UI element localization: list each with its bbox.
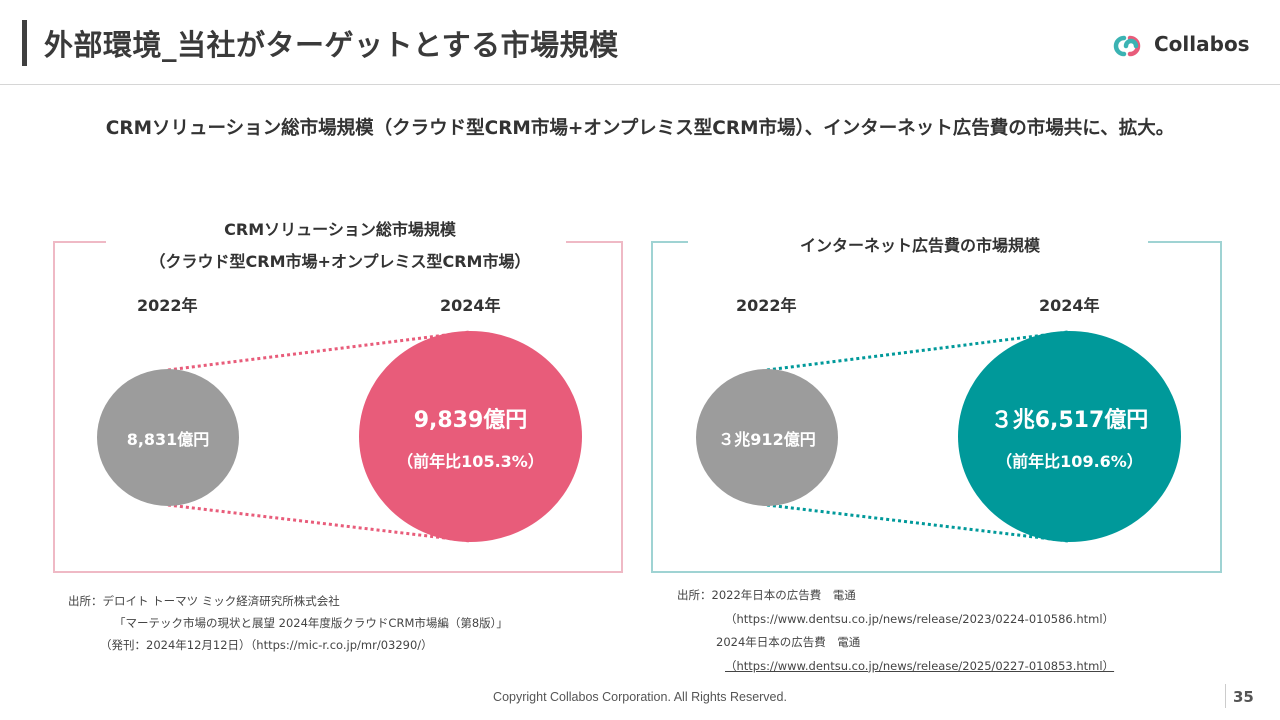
header-divider	[0, 84, 1280, 85]
crm-2022-value: 8,831億円	[126, 429, 210, 449]
crm-connector-lines	[167, 330, 471, 543]
crm-source-line3: （発刊：2024年12月12日）（https://mic-r.co.jp/mr/…	[100, 638, 433, 652]
crm-market-panel: CRMソリューション総市場規模 （クラウド型CRM市場+オンプレミス型CRM市場…	[53, 216, 623, 656]
ad-heading: インターネット広告費の市場規模	[700, 232, 1140, 256]
ad-2022-value: ３兆912億円	[718, 429, 816, 449]
page-number-divider	[1225, 684, 1226, 708]
crm-year-2024: 2024年	[440, 296, 501, 315]
ad-2022-circle: ３兆912億円	[696, 369, 838, 506]
crm-panel-frame	[53, 241, 623, 573]
ad-year-2022: 2022年	[736, 296, 797, 315]
crm-source-line1: 出所：デロイト トーマツ ミック経済研究所株式会社	[68, 594, 340, 608]
crm-heading-line1: CRMソリューション総市場規模	[130, 216, 550, 240]
crm-year-2022: 2022年	[137, 296, 198, 315]
crm-source-line2: 「マーテック市場の現状と展望 2024年度版クラウドCRM市場編（第8版）」	[114, 616, 508, 630]
collabos-logo-icon	[1113, 35, 1141, 57]
crm-heading-line2: （クラウド型CRM市場+オンプレミス型CRM市場）	[149, 252, 531, 271]
ad-growth-rate: （前年比109.6%）	[996, 451, 1143, 471]
logo-text: Collabos	[1154, 32, 1250, 56]
collabos-logo: Collabos	[1112, 30, 1262, 64]
crm-2022-circle: 8,831億円	[97, 369, 239, 506]
copyright-footer: Copyright Collabos Corporation. All Righ…	[493, 690, 787, 704]
headline: CRMソリューション総市場規模（クラウド型CRM市場+オンプレミス型CRM市場）…	[105, 118, 1175, 139]
ad-source-line3: 2024年日本の広告費 電通	[716, 635, 861, 649]
ad-source-line2: （https://www.dentsu.co.jp/news/release/2…	[725, 611, 1115, 626]
ad-source-line1: 出所：2022年日本の広告費 電通	[677, 588, 856, 602]
page-number: 35	[1233, 688, 1254, 706]
ad-year-2024: 2024年	[1039, 296, 1100, 315]
ad-source-line4[interactable]: （https://www.dentsu.co.jp/news/release/2…	[725, 658, 1115, 673]
ad-source: 出所：2022年日本の広告費 電通 （https://www.dentsu.co…	[677, 584, 1114, 678]
ad-2024-value: ３兆6,517億円	[990, 407, 1149, 433]
ad-2024-circle: ３兆6,517億円 （前年比109.6%）	[958, 331, 1181, 542]
crm-2024-circle: 9,839億円 （前年比105.3%）	[359, 331, 582, 542]
crm-2024-value: 9,839億円	[413, 407, 528, 433]
page-title: 外部環境_当社がターゲットとする市場規模	[44, 28, 619, 62]
title-accent-bar	[22, 20, 27, 66]
crm-growth-rate: （前年比105.3%）	[397, 451, 544, 471]
crm-source: 出所：デロイト トーマツ ミック経済研究所株式会社 「マーテック市場の現状と展望…	[68, 590, 508, 656]
